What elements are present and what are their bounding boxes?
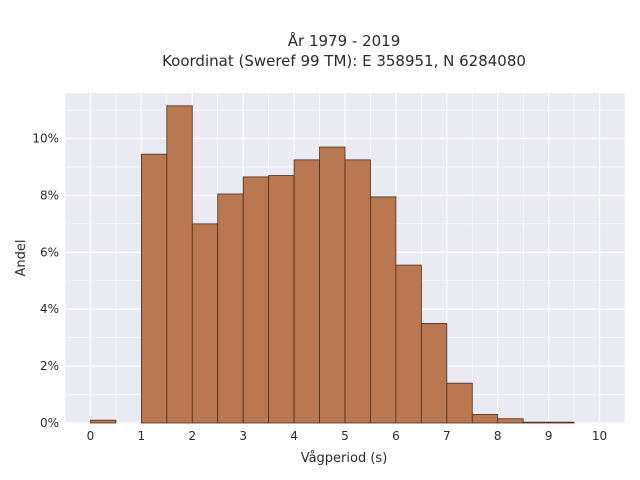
y-tick-labels: 0% 2% 4% 6% 8% 10% (32, 132, 59, 430)
y-tick-label: 10% (32, 132, 59, 146)
histogram-bar (268, 175, 295, 424)
x-tick-label: 8 (494, 429, 502, 443)
bars (90, 105, 575, 424)
chart-title-line2: Koordinat (Sweref 99 TM): E 358951, N 62… (162, 52, 526, 70)
histogram-bar (90, 419, 117, 424)
y-tick-label: 2% (40, 359, 59, 373)
histogram-bar (446, 382, 473, 424)
x-tick-label: 6 (392, 429, 400, 443)
x-tick-label: 9 (545, 429, 553, 443)
x-tick-label: 3 (239, 429, 247, 443)
x-tick-labels: 0 1 2 3 4 5 6 7 8 9 10 (87, 429, 608, 443)
x-tick-label: 1 (138, 429, 146, 443)
histogram-bar (293, 159, 320, 424)
y-tick-label: 8% (40, 188, 59, 202)
histogram-bar (242, 176, 270, 424)
chart-title-line1: År 1979 - 2019 (288, 31, 401, 50)
histogram-bar (370, 196, 397, 424)
histogram-bar (166, 105, 193, 424)
histogram-bar (497, 418, 524, 424)
histogram-bar (140, 153, 168, 424)
x-axis-label: Vågperiod (s) (301, 451, 388, 466)
histogram-bar (344, 159, 371, 424)
x-tick-label: 10 (592, 429, 607, 443)
histogram-bar (217, 193, 244, 424)
x-tick-label: 0 (87, 429, 95, 443)
histogram-bar (548, 421, 575, 424)
y-tick-label: 6% (40, 245, 59, 259)
x-tick-label: 7 (443, 429, 451, 443)
x-tick-label: 5 (341, 429, 349, 443)
histogram-bar (319, 146, 346, 424)
x-tick-label: 4 (290, 429, 298, 443)
y-tick-label: 4% (40, 302, 59, 316)
y-tick-label: 0% (40, 416, 59, 430)
histogram-bar (395, 264, 422, 424)
histogram-bar (191, 223, 219, 424)
x-tick-label: 2 (188, 429, 196, 443)
y-axis-label: Andel (14, 240, 29, 277)
histogram-bar (471, 414, 499, 424)
histogram-bar (522, 421, 550, 424)
histogram-bar (420, 323, 448, 424)
